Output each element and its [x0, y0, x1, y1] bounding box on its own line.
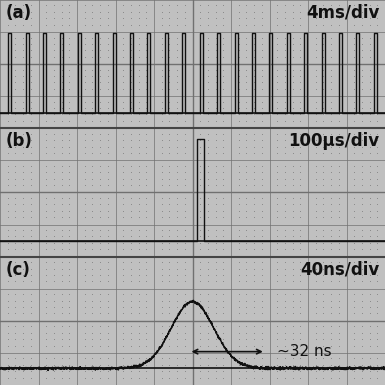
Text: ~32 ns: ~32 ns	[277, 344, 332, 359]
Text: 100μs/div: 100μs/div	[288, 132, 379, 150]
Text: (a): (a)	[6, 4, 32, 22]
Text: (c): (c)	[6, 261, 31, 278]
Text: (b): (b)	[6, 132, 33, 150]
Text: 40ns/div: 40ns/div	[300, 261, 379, 278]
Text: 4ms/div: 4ms/div	[306, 4, 379, 22]
